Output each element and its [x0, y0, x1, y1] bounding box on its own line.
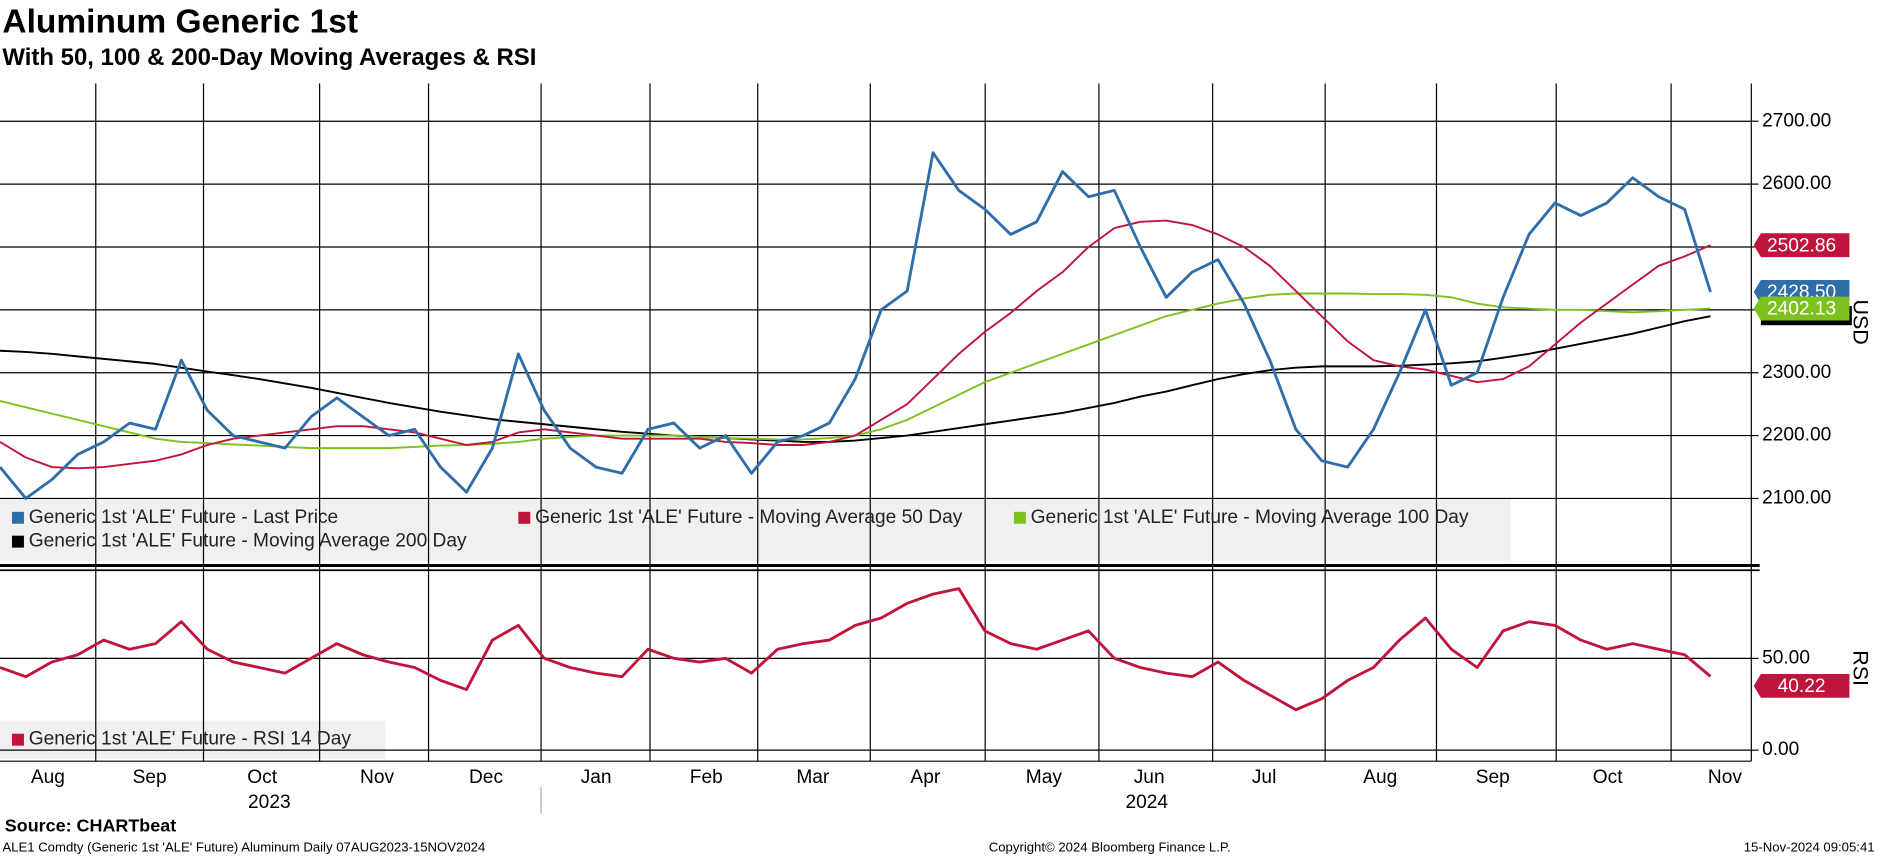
legend-label: Generic 1st 'ALE' Future - Moving Averag…	[1031, 507, 1469, 528]
y-tick-label: 2100.00	[1762, 488, 1831, 509]
series-line	[0, 151, 1712, 500]
legend-label: Generic 1st 'ALE' Future - Moving Averag…	[535, 507, 963, 528]
series-line	[0, 315, 1711, 443]
series-line	[0, 587, 1712, 712]
y-axis-title: RSI	[1848, 650, 1872, 686]
y-tick-label: 2600.00	[1762, 173, 1831, 194]
x-tick-label: Sep	[133, 767, 167, 788]
legend-label: Generic 1st 'ALE' Future - Last Price	[29, 507, 338, 528]
x-tick-label: Feb	[690, 767, 723, 788]
chart-subtitle: With 50, 100 & 200-Day Moving Averages &…	[2, 44, 536, 71]
x-tick-label: Oct	[247, 767, 277, 788]
footer-right: 15-Nov-2024 09:05:41	[1744, 840, 1875, 855]
x-tick-label: Jun	[1134, 767, 1165, 788]
legend-swatch	[1013, 511, 1026, 524]
series-line	[0, 292, 1711, 450]
y-tick-label: 0.00	[1762, 739, 1799, 760]
x-tick-label: Jul	[1252, 767, 1276, 788]
legend-swatch	[11, 511, 24, 524]
legend-swatch	[518, 511, 531, 524]
x-tick-label: Sep	[1476, 767, 1510, 788]
y-tick-label: 50.00	[1762, 647, 1810, 668]
x-tick-label: Apr	[910, 767, 940, 788]
x-tick-label: Oct	[1593, 767, 1623, 788]
x-tick-label: May	[1026, 767, 1063, 788]
x-tick-label: Nov	[360, 767, 394, 788]
year-label: 2023	[248, 792, 291, 813]
last-value-label: 2502.86	[1767, 235, 1836, 256]
last-value-label: 40.22	[1778, 676, 1826, 697]
legend-box	[0, 498, 1511, 561]
y-tick-label: 2200.00	[1762, 425, 1831, 446]
last-value-box	[1753, 296, 1850, 321]
legend-swatch	[11, 733, 24, 746]
source: Source: CHARTbeat	[5, 816, 176, 836]
y-tick-label: 2300.00	[1762, 362, 1831, 383]
x-tick-label: Mar	[796, 767, 830, 788]
x-tick-label: Aug	[31, 767, 65, 788]
x-tick-label: Jan	[581, 767, 612, 788]
x-tick-label: Aug	[1363, 767, 1397, 788]
x-tick-label: Nov	[1708, 767, 1742, 788]
chart-title: Aluminum Generic 1st	[2, 4, 358, 41]
legend-label: Generic 1st 'ALE' Future - RSI 14 Day	[29, 729, 352, 750]
x-tick-label: Dec	[469, 767, 503, 788]
footer-left: ALE1 Comdty (Generic 1st 'ALE' Future) A…	[2, 840, 485, 855]
last-value-box	[1753, 673, 1850, 698]
grid-layer	[0, 83, 1752, 762]
y-tick-label: 2700.00	[1762, 110, 1831, 131]
year-label: 2024	[1125, 792, 1168, 813]
series-line	[0, 219, 1711, 470]
legend-swatch	[11, 535, 24, 548]
footer-center: Copyright© 2024 Bloomberg Finance L.P.	[989, 840, 1231, 855]
legend-label: Generic 1st 'ALE' Future - Moving Averag…	[29, 531, 467, 552]
last-value-box	[1753, 233, 1850, 258]
y-axis-title: USD	[1848, 299, 1872, 344]
legend-box	[0, 720, 386, 759]
last-value-label: 2402.13	[1767, 299, 1836, 320]
